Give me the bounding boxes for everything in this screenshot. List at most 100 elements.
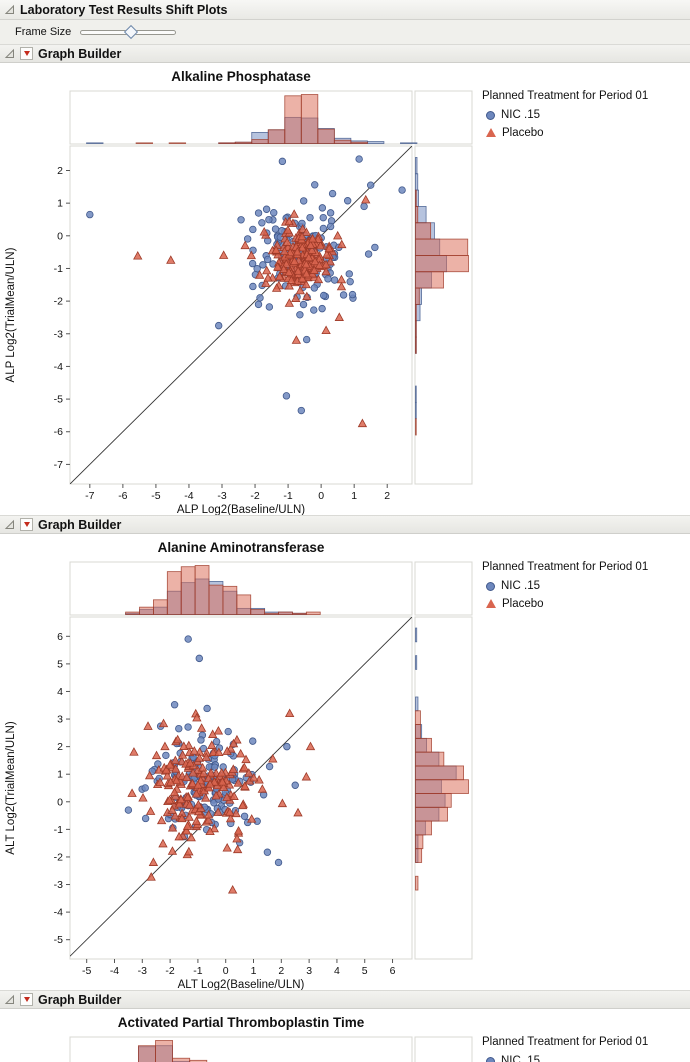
x-tick-label: 3 — [306, 965, 312, 977]
graph-builder-header: Graph Builder — [0, 44, 690, 63]
disclosure-triangle-icon[interactable] — [4, 519, 15, 530]
y-tick-label: 0 — [57, 230, 63, 242]
x-tick-label: -4 — [110, 965, 119, 977]
circle-marker-icon — [486, 111, 495, 121]
x-tick-label: 1 — [251, 965, 257, 977]
x-tick-label: -2 — [250, 490, 259, 502]
red-triangle-icon — [23, 51, 30, 56]
x-axis-label: ALP Log2(Baseline/ULN) — [177, 504, 305, 515]
top-histogram[interactable] — [125, 565, 321, 615]
y-tick-label: 3 — [57, 714, 63, 726]
legend: Planned Treatment for Period 01 NIC .15 … — [482, 560, 648, 611]
graph-builder-header: Graph Builder — [0, 515, 690, 534]
x-tick-label: -1 — [283, 490, 292, 502]
y-tick-label: -1 — [54, 263, 63, 275]
x-tick-label: 5 — [362, 965, 368, 977]
plot-panel[interactable] — [414, 561, 473, 616]
x-tick-label: -1 — [193, 965, 202, 977]
legend-entry-label: Placebo — [502, 597, 544, 610]
y-tick-label: -2 — [54, 296, 63, 308]
right-histogram[interactable] — [415, 627, 469, 891]
disclosure-triangle-icon[interactable] — [4, 4, 15, 15]
scatter-points[interactable] — [124, 635, 316, 894]
y-tick-label: 4 — [57, 686, 63, 698]
plot-panel[interactable] — [414, 1036, 473, 1062]
legend: Planned Treatment for Period 01 NIC .15 … — [482, 89, 648, 140]
y-tick-label: -4 — [54, 361, 63, 373]
legend-entry-label: NIC .15 — [501, 109, 540, 122]
frame-size-row: Frame Size — [0, 20, 690, 44]
aptt-shift-plot[interactable]: Activated Partial Thromboplastin Time — [0, 1009, 690, 1062]
graph-builder-section-aptt: Graph Builder Activated Partial Thrombop… — [0, 990, 690, 1062]
chart-title: Alkaline Phosphatase — [171, 69, 311, 84]
x-tick-label: 0 — [318, 490, 324, 502]
y-tick-label: 0 — [57, 796, 63, 808]
plot-panel[interactable] — [414, 90, 473, 145]
disclosure-triangle-icon[interactable] — [4, 48, 15, 59]
y-tick-label: 2 — [57, 165, 63, 177]
y-tick-label: 5 — [57, 658, 63, 670]
alp-chart-area: Alkaline Phosphatase -7 -6 -5 -4 -3 -2 -1 0 1 2 -7 -… — [0, 63, 690, 515]
y-tick-label: 1 — [57, 769, 63, 781]
slider-thumb[interactable] — [124, 24, 139, 39]
frame-size-label: Frame Size — [15, 26, 72, 38]
section-title: Graph Builder — [38, 46, 122, 61]
legend-entry-nic[interactable]: NIC .15 — [486, 579, 648, 593]
red-triangle-menu-button[interactable] — [20, 518, 33, 531]
red-triangle-menu-button[interactable] — [20, 993, 33, 1006]
x-tick-label: -2 — [165, 965, 174, 977]
disclosure-triangle-icon[interactable] — [4, 994, 15, 1005]
triangle-marker-icon — [486, 128, 496, 138]
y-tick-label: -3 — [54, 879, 63, 891]
alt-shift-plot[interactable]: Alanine Aminotransferase -5 -4 -3 -2 -1 0 1 2 3 4 5… — [0, 534, 690, 990]
x-tick-label: -3 — [138, 965, 147, 977]
y-tick-label: 1 — [57, 198, 63, 210]
x-tick-label: 2 — [384, 490, 390, 502]
circle-marker-icon — [486, 1057, 495, 1062]
identity-line — [70, 146, 412, 484]
y-tick-label: -5 — [54, 394, 63, 406]
plot-panel[interactable] — [414, 145, 473, 485]
circle-marker-icon — [486, 582, 495, 592]
legend-entry-placebo[interactable]: Placebo — [486, 126, 648, 140]
y-tick-label: -2 — [54, 851, 63, 863]
x-tick-label: 0 — [223, 965, 229, 977]
legend-entry-placebo[interactable]: Placebo — [486, 597, 648, 611]
y-tick-label: -5 — [54, 934, 63, 946]
alt-chart-area: Alanine Aminotransferase -5 -4 -3 -2 -1 0 1 2 3 4 5… — [0, 534, 690, 990]
top-histogram[interactable] — [70, 1040, 258, 1062]
top-histogram[interactable] — [86, 94, 418, 144]
y-tick-label: 2 — [57, 741, 63, 753]
x-tick-label: -4 — [184, 490, 193, 502]
x-tick-label: -3 — [217, 490, 226, 502]
right-histogram[interactable] — [415, 157, 469, 436]
page-title: Laboratory Test Results Shift Plots — [20, 2, 228, 17]
legend: Planned Treatment for Period 01 NIC .15 … — [482, 1035, 648, 1062]
graph-builder-section-alt: Graph Builder Alanine Aminotransferase -5… — [0, 515, 690, 990]
plot-panel[interactable] — [69, 90, 413, 145]
graph-builder-section-alp: Graph Builder Alkaline Phosphatase -7 -6 -5… — [0, 44, 690, 515]
alp-shift-plot[interactable]: Alkaline Phosphatase -7 -6 -5 -4 -3 -2 -1 0 1 2 -7 -… — [0, 63, 690, 515]
red-triangle-menu-button[interactable] — [20, 47, 33, 60]
x-axis-label: ALT Log2(Baseline/ULN) — [178, 979, 305, 990]
plot-panel[interactable] — [69, 1036, 413, 1062]
legend-entry-nic[interactable]: NIC .15 — [486, 108, 648, 122]
x-tick-label: -7 — [85, 490, 94, 502]
y-tick-label: -4 — [54, 907, 63, 919]
aptt-chart-area: Activated Partial Thromboplastin Time Pl… — [0, 1009, 690, 1062]
x-tick-label: -5 — [151, 490, 160, 502]
legend-entry-label: NIC .15 — [501, 580, 540, 593]
report-header: Laboratory Test Results Shift Plots — [0, 0, 690, 20]
legend-entry-label: NIC .15 — [501, 1055, 540, 1062]
legend-entry-nic[interactable]: NIC .15 — [486, 1054, 648, 1062]
section-title: Graph Builder — [38, 517, 122, 532]
scatter-points[interactable] — [86, 155, 406, 428]
triangle-marker-icon — [486, 599, 496, 609]
frame-size-slider[interactable] — [80, 24, 180, 39]
chart-title: Alanine Aminotransferase — [158, 540, 325, 555]
x-tick-label: -6 — [118, 490, 127, 502]
y-tick-label: -1 — [54, 824, 63, 836]
x-tick-label: 6 — [390, 965, 396, 977]
legend-entry-label: Placebo — [502, 126, 544, 139]
x-tick-label: 2 — [278, 965, 284, 977]
